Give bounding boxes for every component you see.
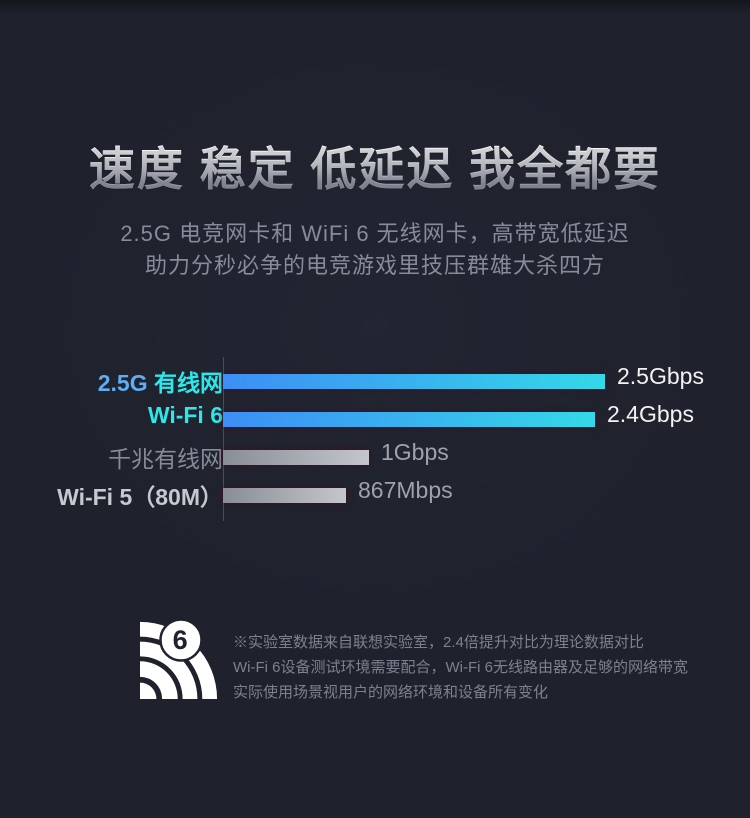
svg-text:6: 6 — [173, 625, 188, 655]
